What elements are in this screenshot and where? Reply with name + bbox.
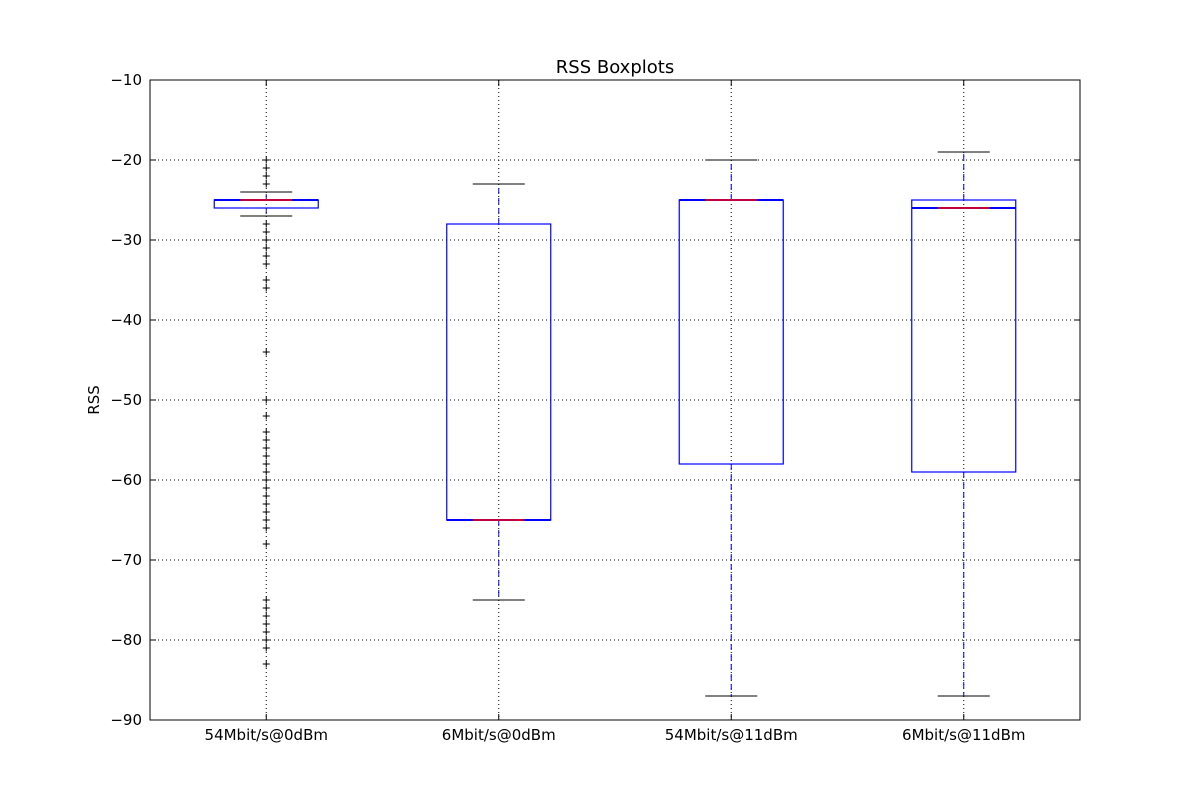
outlier-point [262,156,270,164]
outlier-point [262,444,270,452]
outlier-point [262,508,270,516]
outlier-point [262,284,270,292]
outlier-point [262,244,270,252]
outlier-point [262,500,270,508]
chart-title: RSS Boxplots [556,57,674,78]
outlier-point [262,468,270,476]
box-3 [678,159,784,697]
outlier-point [262,220,270,228]
outlier-point [262,524,270,532]
boxplot-series [213,151,1017,697]
iqr-box [911,199,1017,473]
y-axis-label: RSS [85,385,103,414]
outlier-point [262,236,270,244]
outlier-point [262,228,270,236]
outlier-point [262,396,270,404]
x-tick-label: 6Mbit/s@0dBm [442,726,556,744]
outlier-point [262,636,270,644]
outlier-point [262,452,270,460]
y-tick-label: −20 [110,151,142,169]
y-tick-label: −80 [110,631,142,649]
outlier-point [262,612,270,620]
y-tick-label: −60 [110,471,142,489]
outlier-point [262,460,270,468]
outlier-point [262,516,270,524]
y-tick-label: −40 [110,311,142,329]
x-tick-label: 6Mbit/s@11dBm [902,726,1025,744]
y-tick-label: −70 [110,551,142,569]
y-tick-label: −30 [110,231,142,249]
grid-lines [150,79,1080,721]
outlier-point [262,276,270,284]
x-tick-label: 54Mbit/s@11dBm [665,726,798,744]
outlier-point [262,628,270,636]
outlier-point [262,436,270,444]
outlier-point [262,172,270,180]
outlier-point [262,476,270,484]
axis-ticks: −90 −80 −70 −60 −50 −40 −30 −20 −10 54Mbit/s@0dBm… [110,71,1080,744]
outlier-point [262,620,270,628]
outlier-point [262,484,270,492]
outlier-point [262,644,270,652]
x-tick-label: 54Mbit/s@0dBm [205,726,328,744]
box-1 [213,156,319,668]
box-4 [911,151,1017,697]
outlier-point [262,596,270,604]
outlier-point [262,164,270,172]
outlier-point [262,604,270,612]
outlier-point [262,660,270,668]
y-tick-label: −90 [110,711,142,729]
outlier-point [262,180,270,188]
y-tick-label: −50 [110,391,142,409]
outlier-point [262,428,270,436]
outlier-point [262,348,270,356]
outlier-point [262,412,270,420]
outlier-point [262,492,270,500]
box-2 [446,183,552,601]
y-tick-label: −10 [110,71,142,89]
outlier-point [262,540,270,548]
outlier-point [262,252,270,260]
outlier-point [262,260,270,268]
